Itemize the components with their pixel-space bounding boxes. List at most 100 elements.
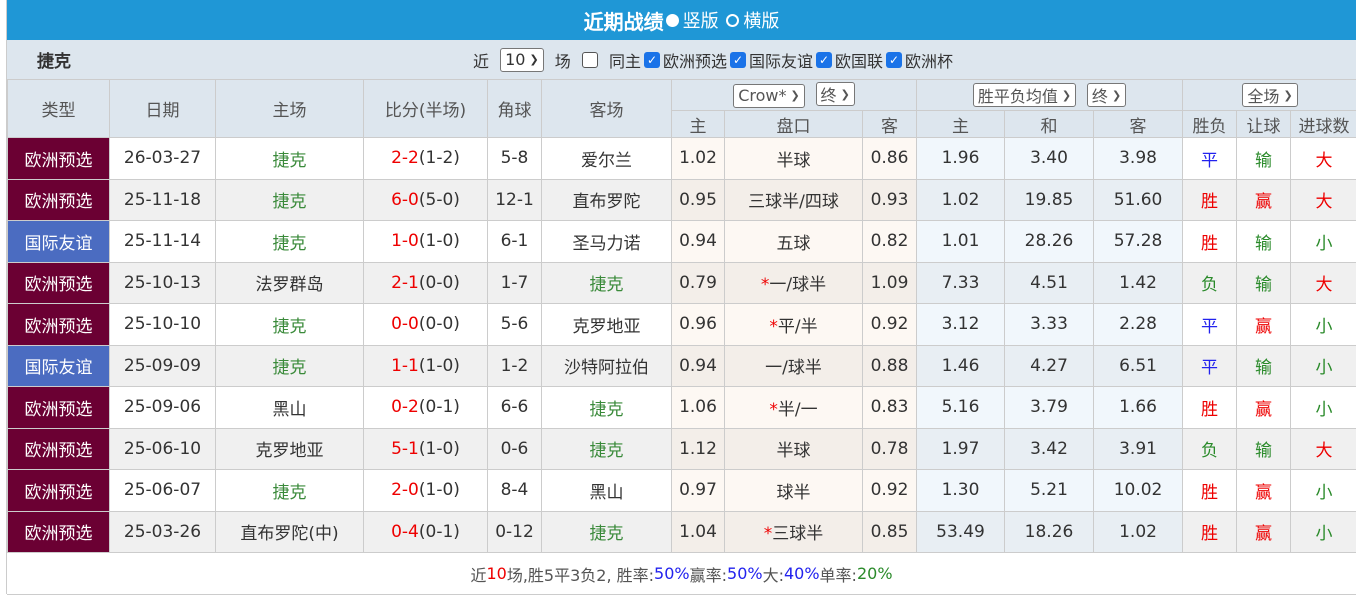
- view-horizontal-label[interactable]: 横版: [743, 7, 779, 33]
- radio-horizontal[interactable]: [726, 14, 739, 27]
- euro-draw-odds: 4.51: [1005, 262, 1094, 304]
- euro-draw-odds: 18.26: [1005, 511, 1094, 553]
- corners: 12-1: [488, 179, 542, 221]
- corners: 1-2: [488, 345, 542, 387]
- match-type: 欧洲预选: [8, 179, 110, 221]
- away-team: 沙特阿拉伯: [542, 345, 672, 387]
- asian-time-select[interactable]: 终❯: [816, 82, 855, 106]
- away-team: 捷克: [542, 511, 672, 553]
- home-team: 捷克: [216, 345, 364, 387]
- match-type: 国际友谊: [8, 221, 110, 263]
- half-score: (1-0): [419, 356, 460, 376]
- full-score: 5-1: [391, 439, 419, 459]
- score: 5-1(1-0): [364, 428, 488, 470]
- handicap-line: 半球: [725, 138, 863, 180]
- handicap-result: 输: [1237, 428, 1291, 470]
- checkbox-competition-2[interactable]: ✓: [816, 52, 832, 68]
- handicap-line-text: 半球: [777, 441, 811, 461]
- asian-odds-header: Crow* ❯ 终❯: [672, 80, 917, 111]
- euro-away-odds: 1.42: [1094, 262, 1183, 304]
- euro-time-select[interactable]: 终❯: [1087, 83, 1126, 107]
- over-under: 小: [1291, 304, 1356, 346]
- asian-home-odds: 0.94: [672, 221, 725, 263]
- euro-away-odds: 57.28: [1094, 221, 1183, 263]
- match-count-select[interactable]: 10❯: [500, 48, 544, 72]
- recent-record-panel: 近期战绩 竖版 横版 捷克 近 10❯ 场 同主 ✓欧洲预选 ✓国际友谊 ✓欧国…: [6, 0, 1356, 594]
- handicap-result: 赢: [1237, 304, 1291, 346]
- asian-home-odds: 0.96: [672, 304, 725, 346]
- handicap-line: *半/一: [725, 387, 863, 429]
- asian-company-select[interactable]: Crow* ❯: [733, 84, 805, 108]
- asian-home-odds: 1.12: [672, 428, 725, 470]
- win-rate: 50%: [654, 564, 690, 583]
- away-team: 爱尔兰: [542, 138, 672, 180]
- euro-away-odds: 6.51: [1094, 345, 1183, 387]
- corners: 0-6: [488, 428, 542, 470]
- over-under: 大: [1291, 179, 1356, 221]
- half-score: (0-0): [419, 273, 460, 293]
- full-score: 0-4: [391, 522, 419, 542]
- competition-label: 欧洲杯: [905, 48, 953, 72]
- period-value: 全场: [1247, 83, 1279, 107]
- match-table: 类型 日期 主场 比分(半场) 角球 客场 Crow*❯ 终❯ 胜平负均值❯ 终…: [7, 79, 1356, 553]
- euro-home-odds: 1.97: [917, 428, 1005, 470]
- checkbox-competition-3[interactable]: ✓: [886, 52, 902, 68]
- radio-vertical[interactable]: [666, 14, 679, 27]
- period-select[interactable]: 全场 ❯: [1242, 83, 1297, 107]
- same-home-checkbox[interactable]: [582, 52, 598, 68]
- handicap-line-text: *三球半: [764, 519, 824, 544]
- handicap-line: 球半: [725, 470, 863, 512]
- handicap-result: 输: [1237, 345, 1291, 387]
- asian-away-odds: 0.92: [863, 470, 917, 512]
- score: 1-0(1-0): [364, 221, 488, 263]
- score: 6-0(5-0): [364, 179, 488, 221]
- result: 平: [1183, 138, 1237, 180]
- view-vertical-label[interactable]: 竖版: [683, 7, 719, 33]
- subcol: 主: [917, 111, 1005, 138]
- checkbox-competition-1[interactable]: ✓: [730, 52, 746, 68]
- chevron-down-icon: ❯: [1062, 89, 1071, 102]
- title-bar: 近期战绩 竖版 横版: [7, 0, 1356, 40]
- corners: 6-1: [488, 221, 542, 263]
- result: 平: [1183, 345, 1237, 387]
- away-team: 直布罗陀: [542, 179, 672, 221]
- col-away: 客场: [542, 80, 672, 138]
- asian-away-odds: 0.85: [863, 511, 917, 553]
- home-team: 捷克: [216, 138, 364, 180]
- score: 0-2(0-1): [364, 387, 488, 429]
- checkbox-competition-0[interactable]: ✓: [644, 52, 660, 68]
- summary-text: 赢率:: [690, 562, 727, 586]
- score: 0-0(0-0): [364, 304, 488, 346]
- handicap-line-text: *半/一: [769, 395, 817, 420]
- chevron-down-icon: ❯: [1283, 89, 1292, 102]
- asian-home-odds: 0.95: [672, 179, 725, 221]
- euro-company-select[interactable]: 胜平负均值 ❯: [973, 83, 1076, 107]
- asian-company-value: Crow*: [738, 86, 786, 105]
- competition-label: 欧洲预选: [663, 48, 727, 72]
- asian-home-odds: 0.79: [672, 262, 725, 304]
- chevron-down-icon: ❯: [791, 89, 800, 102]
- match-type: 欧洲预选: [8, 138, 110, 180]
- subcol: 进球数: [1291, 111, 1356, 138]
- euro-home-odds: 1.01: [917, 221, 1005, 263]
- col-home: 主场: [216, 80, 364, 138]
- competition-label: 国际友谊: [749, 48, 813, 72]
- handicap-line-text: 三球半/四球: [748, 192, 839, 212]
- full-score: 1-0: [391, 231, 419, 251]
- euro-home-odds: 1.02: [917, 179, 1005, 221]
- half-score: (1-0): [419, 480, 460, 500]
- euro-company-value: 胜平负均值: [978, 83, 1058, 107]
- euro-away-odds: 1.02: [1094, 511, 1183, 553]
- asian-home-odds: 0.94: [672, 345, 725, 387]
- match-type: 欧洲预选: [8, 428, 110, 470]
